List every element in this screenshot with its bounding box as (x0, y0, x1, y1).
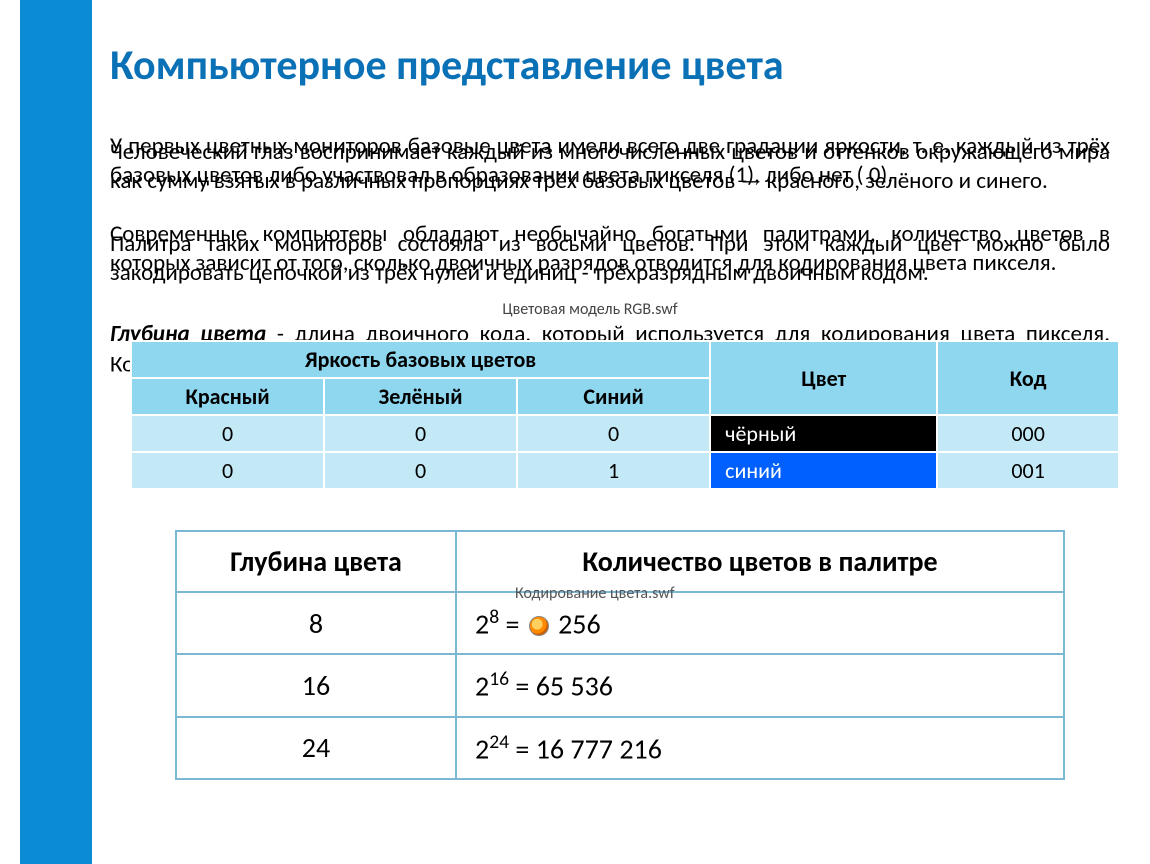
count-cell: 216 = 65 536 (456, 654, 1064, 716)
table-row: 0 0 0 чёрный 000 (131, 415, 1119, 452)
col-group-brightness: Яркость базовых цветов (131, 341, 710, 378)
table-row: 0 0 1 синий 001 (131, 452, 1119, 489)
col-green: Зелёный (324, 378, 517, 415)
paragraph-eye: Человеческий глаз воспринимает каждый из… (110, 138, 1110, 196)
table-row: 16 216 = 65 536 (176, 654, 1064, 716)
firefox-icon (529, 616, 549, 636)
col-depth: Глубина цвета (176, 531, 456, 592)
col-color: Цвет (710, 341, 937, 415)
paragraph-monitors-2: Палитра таких мониторов состояла из вось… (110, 230, 1110, 288)
col-blue: Синий (517, 378, 710, 415)
col-code: Код (937, 341, 1119, 415)
slide-title: Компьютерное представление цвета (110, 40, 1120, 91)
count-cell: 224 = 16 777 216 (456, 717, 1064, 779)
swf-label-rgb: Цветовая модель RGB.swf (440, 300, 740, 320)
table-row: 24 224 = 16 777 216 (176, 717, 1064, 779)
swf-label-coding: Кодирование цвета.swf (515, 584, 675, 603)
slide-content: Компьютерное представление цвета (110, 40, 1120, 121)
col-count: Количество цветов в палитре (456, 531, 1064, 592)
col-red: Красный (131, 378, 324, 415)
sidebar-accent-strip (20, 0, 92, 864)
color-depth-table: Глубина цвета Количество цветов в палитр… (175, 530, 1065, 780)
color-coding-table: Яркость базовых цветов Цвет Код Красный … (130, 340, 1120, 490)
